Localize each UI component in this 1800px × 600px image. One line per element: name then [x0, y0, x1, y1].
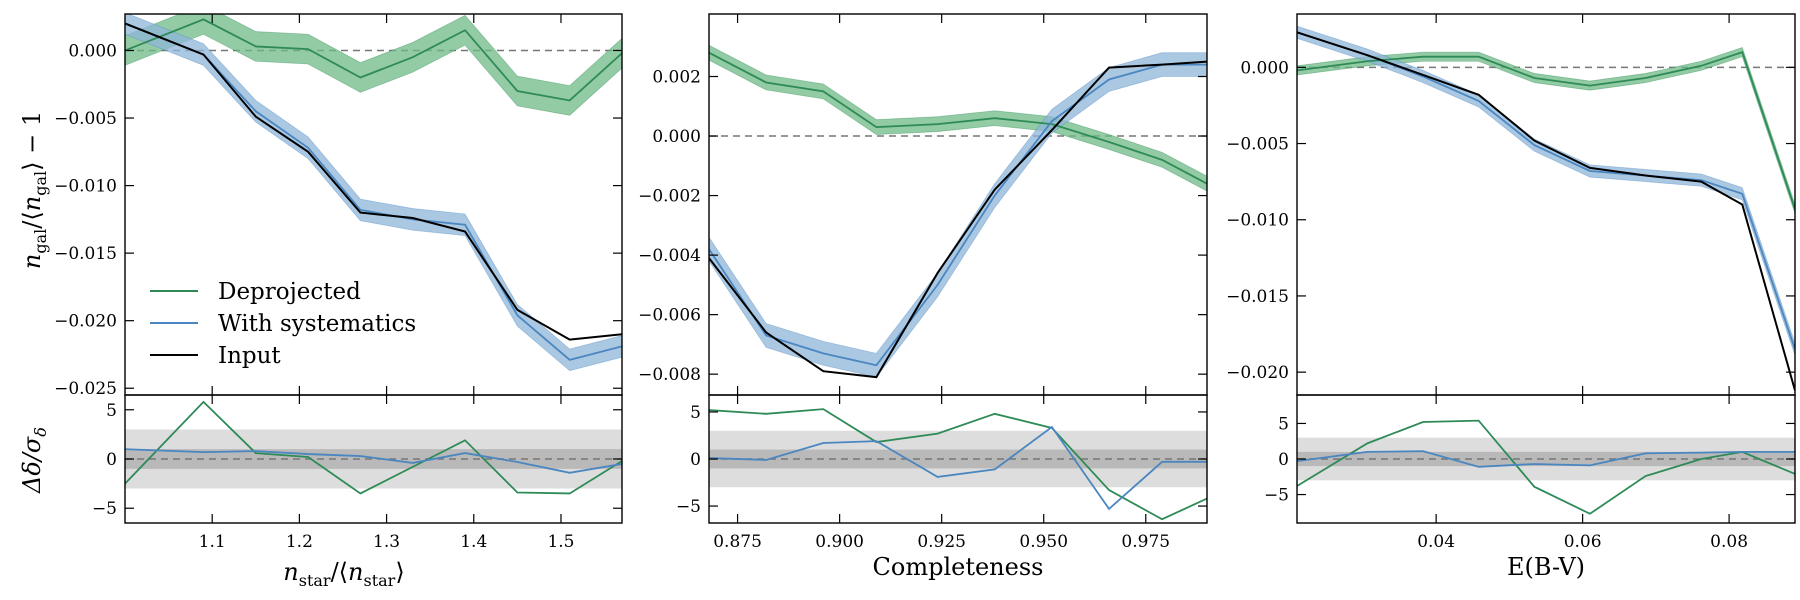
- series-line-deprojected: [709, 51, 1207, 185]
- y-label-top-n: n: [18, 254, 46, 269]
- y-tick-label: 0.000: [1240, 58, 1289, 78]
- x-label-nstar: nstar/⟨nstar⟩: [283, 558, 404, 590]
- axes-frame: [1296, 13, 1796, 396]
- series-line-with_systematics: [709, 425, 1207, 511]
- panel-top-2: 0.000 −0.005 −0.010 −0.015 −0.020: [1226, 13, 1796, 396]
- x-tick-label: 1.3: [373, 532, 400, 552]
- sigma1-band: [1297, 451, 1795, 467]
- x-tick-label: 1.5: [547, 532, 574, 552]
- y-label-bottom-main: Δδ/σ: [18, 436, 46, 494]
- band-deprojected: [709, 44, 1207, 192]
- series-line-deprojected: [1297, 419, 1795, 515]
- panel-top-0: 0.000 −0.005 −0.010 −0.015 −0.020 −0.025: [54, 13, 623, 399]
- x-tick-label: 0.975: [1121, 532, 1170, 552]
- panel-bottom-0: 5 0 −5 1.1 1.2 1.3 1.4 1.5: [92, 394, 623, 552]
- y-tick-label: −0.005: [54, 109, 117, 129]
- x-tick-label: 0.06: [1564, 532, 1602, 552]
- y-tick-label: −0.005: [1226, 135, 1289, 155]
- legend-label-deprojected: Deprojected: [218, 279, 361, 305]
- y-tick-label: 0: [1278, 450, 1289, 470]
- y-tick-label: 5: [690, 403, 701, 423]
- y-tick-label: −0.025: [54, 379, 117, 399]
- band-with_systematics: [709, 52, 1207, 378]
- y-tick-label: −0.006: [638, 306, 701, 326]
- x-tick-label: 0.900: [815, 532, 864, 552]
- x-tick-label: 0.925: [917, 532, 966, 552]
- legend: Deprojected With systematics Input: [150, 279, 416, 369]
- x-tick-label: 1.4: [460, 532, 487, 552]
- y-label-top-sub: gal: [31, 229, 50, 254]
- legend-label-input: Input: [218, 343, 281, 369]
- series-line-input: [125, 22, 622, 341]
- y-tick-label: −0.020: [1226, 363, 1289, 383]
- y-tick-label: −0.015: [1226, 287, 1289, 307]
- x-tick-label: 0.875: [713, 532, 762, 552]
- series-line-input: [1297, 31, 1795, 391]
- y-tick-label: −0.010: [54, 177, 117, 197]
- y-tick-label: 5: [1278, 414, 1289, 434]
- series-line-with_systematics: [125, 448, 622, 474]
- series-line-with_systematics: [1297, 450, 1795, 468]
- y-tick-label: 0.000: [68, 41, 117, 61]
- y-tick-label: 0: [106, 450, 117, 470]
- sigma1-band: [125, 449, 622, 469]
- panels: 0.000 −0.005 −0.010 −0.015 −0.020 −0.025 0.002…: [54, 13, 1796, 552]
- x-tick-label: 0.950: [1019, 532, 1068, 552]
- y-tick-label: 5: [106, 401, 117, 421]
- y-tick-label: 0.002: [652, 68, 701, 88]
- y-label-bottom: Δδ/σδ: [18, 427, 50, 494]
- y-tick-label: 0: [690, 450, 701, 470]
- y-tick-label: −0.004: [638, 246, 701, 266]
- series-line-deprojected: [125, 400, 622, 495]
- y-tick-label: −5: [1264, 486, 1289, 506]
- panel-bottom-2: 5 0 −5 0.04 0.06 0.08: [1264, 394, 1796, 552]
- panel-top-1: 0.002 0.000 −0.002 −0.004 −0.006 −0.008: [638, 13, 1208, 396]
- y-tick-label: −0.002: [638, 187, 701, 207]
- y-tick-label: −0.015: [54, 244, 117, 264]
- x-tick-label: 1.2: [286, 532, 313, 552]
- svg-text:ngal/⟨ngal⟩ − 1: ngal/⟨ngal⟩ − 1: [18, 111, 50, 269]
- series-line-with_systematics: [709, 63, 1207, 367]
- y-tick-label: −5: [676, 497, 701, 517]
- y-tick-label: −0.010: [1226, 211, 1289, 231]
- x-tick-label: 0.08: [1710, 532, 1748, 552]
- band-deprojected: [125, 14, 622, 116]
- sigma1-band: [709, 449, 1207, 469]
- legend-label-with-systematics: With systematics: [218, 311, 416, 337]
- x-tick-label: 0.04: [1417, 532, 1455, 552]
- series-line-deprojected: [125, 18, 622, 102]
- series-line-deprojected: [709, 408, 1207, 521]
- x-label-ebv: E(B-V): [1507, 553, 1585, 581]
- y-tick-label: 0.000: [652, 127, 701, 147]
- y-label-bottom-sub: δ: [31, 427, 50, 437]
- svg-text:Δδ/σδ: Δδ/σδ: [18, 427, 50, 494]
- x-tick-label: 1.1: [199, 532, 226, 552]
- y-label-top: ngal/⟨ngal⟩ − 1: [18, 111, 50, 269]
- y-tick-label: −0.020: [54, 312, 117, 332]
- y-tick-label: −5: [92, 499, 117, 519]
- series-line-deprojected: [1297, 50, 1795, 210]
- x-label-completeness: Completeness: [873, 553, 1044, 581]
- y-tick-label: −0.008: [638, 365, 701, 385]
- panel-bottom-1: 5 0 −5 0.875 0.900 0.925 0.950 0.975: [676, 394, 1208, 552]
- series-line-input: [709, 60, 1207, 379]
